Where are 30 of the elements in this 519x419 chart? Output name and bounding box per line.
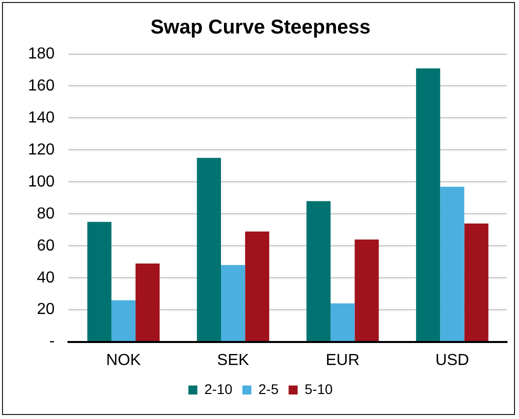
- y-tick-label: 80: [36, 205, 55, 222]
- x-tick-label: SEK: [217, 352, 250, 369]
- bar: [354, 239, 379, 342]
- x-tick-label: NOK: [106, 352, 142, 369]
- bar: [245, 231, 270, 342]
- bar: [136, 263, 160, 342]
- bar: [330, 303, 355, 342]
- y-tick-label: 100: [28, 173, 55, 190]
- bar: [196, 158, 222, 342]
- y-tick-label: 60: [36, 237, 55, 254]
- x-tick-label: EUR: [326, 352, 360, 369]
- y-tick-label: 160: [28, 77, 55, 94]
- legend-label: 5-10: [304, 380, 333, 397]
- bar: [440, 186, 464, 342]
- bar: [306, 201, 331, 342]
- x-tick-label: USD: [435, 352, 470, 369]
- bar: [87, 222, 112, 342]
- bar: [221, 265, 246, 342]
- legend-label: 2-10: [204, 380, 233, 397]
- y-tick-label: 140: [28, 109, 55, 126]
- bar: [416, 68, 440, 342]
- y-tick-label: 20: [36, 301, 55, 318]
- chart-title: Swap Curve Steepness: [150, 16, 371, 39]
- y-tick-label: -: [49, 333, 55, 350]
- bar: [111, 300, 136, 342]
- legend-label: 2-5: [258, 380, 279, 397]
- bar: [464, 223, 488, 342]
- y-tick-label: 180: [28, 45, 55, 62]
- y-tick-label: 40: [36, 269, 55, 286]
- y-tick-label: 120: [28, 141, 55, 158]
